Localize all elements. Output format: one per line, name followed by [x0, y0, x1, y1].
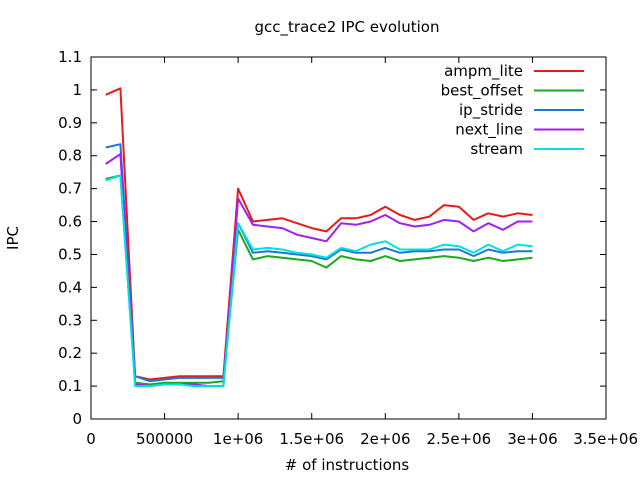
x-tick-label: 3.5e+06	[573, 430, 638, 448]
legend-label-ampm-lite: ampm_lite	[444, 62, 523, 81]
series-line-best-offset	[105, 174, 533, 386]
x-tick-label: 2e+06	[360, 430, 410, 448]
y-tick-label: 0.7	[58, 180, 82, 198]
y-tick-label: 1	[72, 81, 82, 99]
y-tick-label: 0.1	[58, 377, 82, 395]
legend-label-ip-stride: ip_stride	[459, 101, 523, 120]
x-tick-label: 2.5e+06	[426, 430, 491, 448]
y-tick-label: 0.4	[58, 278, 82, 296]
x-tick-label: 3e+06	[507, 430, 557, 448]
series-line-ampm-lite	[105, 87, 533, 381]
y-tick-label: 1.1	[58, 48, 82, 66]
y-tick-label: 0.8	[58, 147, 82, 165]
series-line-next-line	[105, 153, 533, 388]
legend: ampm_litebest_offsetip_stridenext_linest…	[441, 62, 584, 158]
x-tick-label: 500000	[136, 430, 193, 448]
legend-label-next-line: next_line	[455, 121, 523, 140]
y-tick-label: 0	[72, 410, 82, 428]
y-tick-label: 0.3	[58, 311, 82, 329]
series-line-stream	[105, 174, 533, 388]
legend-label-best-offset: best_offset	[441, 82, 524, 101]
series-line-ip-stride	[105, 143, 533, 383]
x-tick-label: 1e+06	[213, 430, 263, 448]
y-tick-label: 0.5	[58, 245, 82, 263]
axis-ticks: 0 0.1 0.2 0.3 0.4 0.5 0.6 0.7 0.8 0.9 1 1.1 0 500000 1…	[58, 48, 638, 448]
series-lines	[105, 87, 533, 388]
legend-label-stream: stream	[470, 140, 523, 158]
x-tick-label: 0	[86, 430, 96, 448]
y-tick-label: 0.2	[58, 344, 82, 362]
plot-area-frame	[90, 56, 607, 420]
x-tick-label: 1.5e+06	[279, 430, 344, 448]
x-axis-label: # of instructions	[285, 456, 410, 474]
y-axis-label: IPC	[4, 226, 22, 250]
y-tick-label: 0.6	[58, 213, 82, 231]
y-tick-label: 0.9	[58, 114, 82, 132]
chart-title: gcc_trace2 IPC evolution	[255, 18, 440, 37]
